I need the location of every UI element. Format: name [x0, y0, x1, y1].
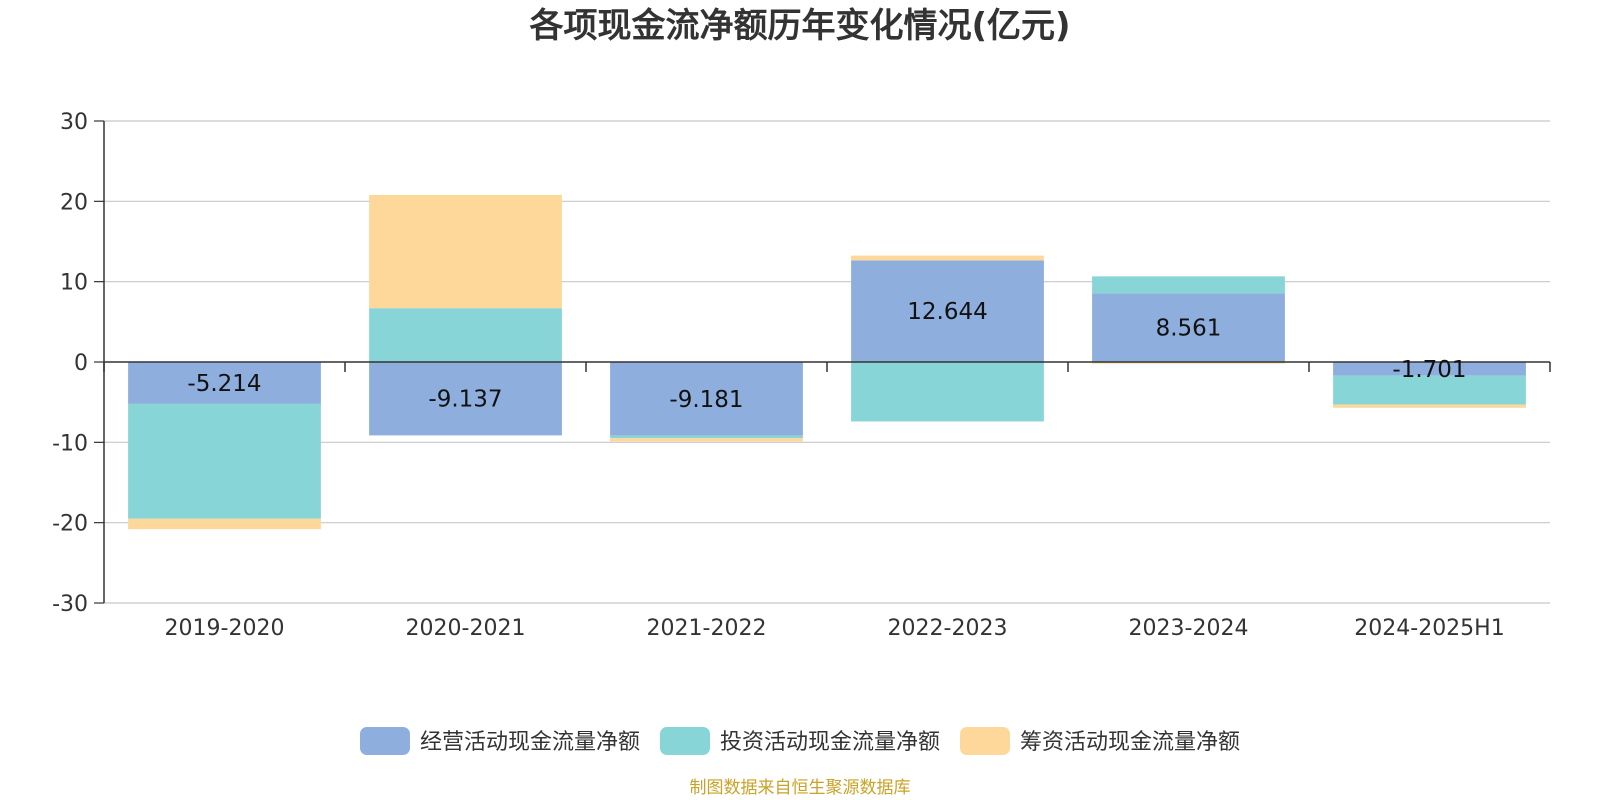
x-tick-label: 2020-2021 [406, 616, 526, 641]
bar-segment[interactable] [851, 260, 1044, 362]
chart-title: 各项现金流净额历年变化情况(亿元) [529, 6, 1070, 46]
y-tick-label: 30 [60, 110, 88, 135]
y-tick-label: 10 [60, 271, 88, 296]
bar-segment[interactable] [369, 362, 562, 436]
x-tick-label: 2019-2020 [165, 616, 285, 641]
y-tick-label: -30 [52, 592, 88, 617]
bar-segment[interactable] [851, 255, 1044, 261]
bar-segment[interactable] [1333, 375, 1526, 405]
data-label: 8.561 [1156, 316, 1222, 342]
bars [128, 194, 1526, 530]
legend-item[interactable]: 筹资活动现金流量净额 [960, 727, 1240, 755]
y-tick-label: 0 [74, 351, 88, 376]
bar-segment[interactable] [610, 362, 803, 436]
bar-segment[interactable] [851, 362, 1044, 422]
tick-labels: 30 20 10 0 -10 -20 -30 2019-2020 2020-2021 2021-2… [52, 110, 1505, 641]
legend[interactable]: 经营活动现金流量净额 投资活动现金流量净额 筹资活动现金流量净额 [359, 727, 1240, 755]
bar-segment[interactable] [1333, 404, 1526, 408]
legend-label: 投资活动现金流量净额 [720, 730, 940, 755]
y-tick-label: -20 [52, 512, 88, 537]
x-tick-label: 2024-2025H1 [1354, 616, 1504, 641]
bar-segment[interactable] [128, 362, 321, 404]
bar-segment[interactable] [1333, 362, 1526, 376]
legend-label: 筹资活动现金流量净额 [1020, 730, 1240, 755]
source-note: 制图数据来自恒生聚源数据库 [690, 778, 911, 798]
bar-segment[interactable] [369, 194, 562, 309]
bar-segment[interactable] [1092, 293, 1285, 362]
x-tick-label: 2021-2022 [647, 616, 767, 641]
data-label: 12.644 [907, 299, 987, 325]
data-label: -1.701 [1392, 357, 1466, 383]
x-tick-label: 2022-2023 [888, 616, 1008, 641]
y-tick-label: 20 [60, 190, 88, 215]
data-labels: -5.214 -9.137 -9.181 12.644 8.561 -1.701 [187, 299, 1466, 413]
bar-segment[interactable] [610, 438, 803, 442]
legend-swatch [960, 727, 1011, 755]
bar-segment[interactable] [1092, 276, 1285, 294]
bar-segment[interactable] [128, 403, 321, 519]
gridlines [104, 120, 1550, 604]
legend-item[interactable]: 经营活动现金流量净额 [359, 727, 640, 755]
legend-swatch [359, 727, 410, 755]
bar-segment[interactable] [1092, 362, 1285, 364]
legend-swatch [659, 727, 710, 755]
data-label: -5.214 [187, 371, 261, 397]
bar-segment[interactable] [128, 518, 321, 530]
bar-segment[interactable] [369, 308, 562, 362]
data-label: -9.181 [669, 387, 743, 413]
data-label: -9.137 [428, 387, 502, 413]
legend-label: 经营活动现金流量净额 [420, 730, 640, 755]
y-tick-label: -10 [52, 431, 88, 456]
legend-item[interactable]: 投资活动现金流量净额 [659, 727, 940, 755]
x-tick-label: 2023-2024 [1129, 616, 1249, 641]
axes [94, 120, 1551, 604]
bar-segment[interactable] [610, 435, 803, 439]
